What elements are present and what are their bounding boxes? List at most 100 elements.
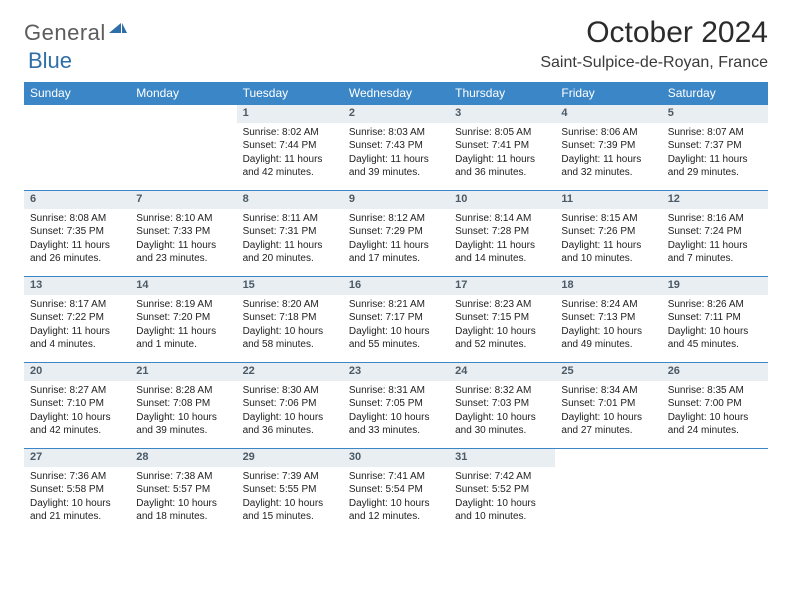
day-number-cell: 11 (555, 191, 661, 209)
day-content-cell: Sunrise: 7:39 AMSunset: 5:55 PMDaylight:… (237, 467, 343, 535)
sunset-line: Sunset: 7:20 PM (136, 311, 230, 325)
daylight-line: Daylight: 10 hours and 24 minutes. (668, 411, 762, 438)
sunset-line: Sunset: 7:18 PM (243, 311, 337, 325)
sunset-line: Sunset: 7:13 PM (561, 311, 655, 325)
day-content-cell: Sunrise: 8:08 AMSunset: 7:35 PMDaylight:… (24, 209, 130, 277)
day-content-row: Sunrise: 8:08 AMSunset: 7:35 PMDaylight:… (24, 209, 768, 277)
sunrise-line: Sunrise: 8:17 AM (30, 298, 124, 312)
brand-name-a: General (24, 20, 106, 46)
day-number-cell: 18 (555, 277, 661, 295)
day-number-cell: 30 (343, 449, 449, 467)
sunrise-line: Sunrise: 8:06 AM (561, 126, 655, 140)
day-content-cell: Sunrise: 8:27 AMSunset: 7:10 PMDaylight:… (24, 381, 130, 449)
sunrise-line: Sunrise: 7:42 AM (455, 470, 549, 484)
day-number-cell: 1 (237, 105, 343, 123)
daylight-line: Daylight: 10 hours and 30 minutes. (455, 411, 549, 438)
day-number-cell: 21 (130, 363, 236, 381)
sunset-line: Sunset: 5:58 PM (30, 483, 124, 497)
day-number-cell: 23 (343, 363, 449, 381)
day-number-cell (130, 105, 236, 123)
day-number-cell: 10 (449, 191, 555, 209)
sunset-line: Sunset: 7:44 PM (243, 139, 337, 153)
day-content-cell: Sunrise: 8:23 AMSunset: 7:15 PMDaylight:… (449, 295, 555, 363)
day-number-cell: 6 (24, 191, 130, 209)
day-number-cell: 28 (130, 449, 236, 467)
location-label: Saint-Sulpice-de-Royan, France (540, 54, 768, 72)
month-title: October 2024 (540, 16, 768, 50)
sunrise-line: Sunrise: 8:35 AM (668, 384, 762, 398)
daylight-line: Daylight: 10 hours and 52 minutes. (455, 325, 549, 352)
daylight-line: Daylight: 10 hours and 58 minutes. (243, 325, 337, 352)
sunset-line: Sunset: 7:17 PM (349, 311, 443, 325)
day-content-cell: Sunrise: 8:28 AMSunset: 7:08 PMDaylight:… (130, 381, 236, 449)
day-number-cell: 5 (662, 105, 768, 123)
daylight-line: Daylight: 11 hours and 29 minutes. (668, 153, 762, 180)
day-number-cell: 9 (343, 191, 449, 209)
day-number-cell: 14 (130, 277, 236, 295)
sunset-line: Sunset: 7:41 PM (455, 139, 549, 153)
daylight-line: Daylight: 11 hours and 4 minutes. (30, 325, 124, 352)
day-content-cell: Sunrise: 8:16 AMSunset: 7:24 PMDaylight:… (662, 209, 768, 277)
day-number-cell (662, 449, 768, 467)
daylight-line: Daylight: 11 hours and 10 minutes. (561, 239, 655, 266)
sunrise-line: Sunrise: 8:20 AM (243, 298, 337, 312)
day-content-cell: Sunrise: 8:30 AMSunset: 7:06 PMDaylight:… (237, 381, 343, 449)
day-content-row: Sunrise: 8:02 AMSunset: 7:44 PMDaylight:… (24, 123, 768, 191)
day-number-cell: 17 (449, 277, 555, 295)
day-content-cell: Sunrise: 7:36 AMSunset: 5:58 PMDaylight:… (24, 467, 130, 535)
sunset-line: Sunset: 7:01 PM (561, 397, 655, 411)
weekday-header: Saturday (662, 82, 768, 105)
sunrise-line: Sunrise: 8:02 AM (243, 126, 337, 140)
sunset-line: Sunset: 7:08 PM (136, 397, 230, 411)
sunset-line: Sunset: 5:54 PM (349, 483, 443, 497)
sunset-line: Sunset: 7:00 PM (668, 397, 762, 411)
sunset-line: Sunset: 7:28 PM (455, 225, 549, 239)
sunset-line: Sunset: 7:03 PM (455, 397, 549, 411)
daylight-line: Daylight: 10 hours and 42 minutes. (30, 411, 124, 438)
day-content-cell (24, 123, 130, 191)
day-number-cell: 8 (237, 191, 343, 209)
day-content-cell: Sunrise: 8:02 AMSunset: 7:44 PMDaylight:… (237, 123, 343, 191)
sunrise-line: Sunrise: 7:39 AM (243, 470, 337, 484)
brand-name-b: Blue (28, 48, 72, 74)
day-number-row: 12345 (24, 105, 768, 123)
daylight-line: Daylight: 11 hours and 32 minutes. (561, 153, 655, 180)
daylight-line: Daylight: 10 hours and 45 minutes. (668, 325, 762, 352)
daylight-line: Daylight: 10 hours and 55 minutes. (349, 325, 443, 352)
sunset-line: Sunset: 7:37 PM (668, 139, 762, 153)
daylight-line: Daylight: 11 hours and 7 minutes. (668, 239, 762, 266)
sunrise-line: Sunrise: 8:15 AM (561, 212, 655, 226)
day-content-cell: Sunrise: 8:32 AMSunset: 7:03 PMDaylight:… (449, 381, 555, 449)
daylight-line: Daylight: 10 hours and 39 minutes. (136, 411, 230, 438)
sunrise-line: Sunrise: 8:32 AM (455, 384, 549, 398)
sunrise-line: Sunrise: 8:28 AM (136, 384, 230, 398)
day-number-row: 20212223242526 (24, 363, 768, 381)
day-content-cell: Sunrise: 8:31 AMSunset: 7:05 PMDaylight:… (343, 381, 449, 449)
sunset-line: Sunset: 5:57 PM (136, 483, 230, 497)
sunrise-line: Sunrise: 7:38 AM (136, 470, 230, 484)
day-number-cell: 29 (237, 449, 343, 467)
day-content-cell: Sunrise: 8:14 AMSunset: 7:28 PMDaylight:… (449, 209, 555, 277)
brand-logo: General (24, 16, 130, 46)
sunset-line: Sunset: 7:10 PM (30, 397, 124, 411)
day-content-cell (662, 467, 768, 535)
sunset-line: Sunset: 7:35 PM (30, 225, 124, 239)
daylight-line: Daylight: 11 hours and 39 minutes. (349, 153, 443, 180)
day-number-row: 13141516171819 (24, 277, 768, 295)
daylight-line: Daylight: 11 hours and 20 minutes. (243, 239, 337, 266)
day-content-cell: Sunrise: 8:06 AMSunset: 7:39 PMDaylight:… (555, 123, 661, 191)
day-number-cell: 12 (662, 191, 768, 209)
day-content-cell: Sunrise: 8:05 AMSunset: 7:41 PMDaylight:… (449, 123, 555, 191)
daylight-line: Daylight: 11 hours and 42 minutes. (243, 153, 337, 180)
day-content-cell: Sunrise: 7:41 AMSunset: 5:54 PMDaylight:… (343, 467, 449, 535)
sunset-line: Sunset: 7:26 PM (561, 225, 655, 239)
daylight-line: Daylight: 10 hours and 15 minutes. (243, 497, 337, 524)
day-number-cell (555, 449, 661, 467)
sunrise-line: Sunrise: 8:23 AM (455, 298, 549, 312)
day-number-cell: 20 (24, 363, 130, 381)
day-content-row: Sunrise: 8:27 AMSunset: 7:10 PMDaylight:… (24, 381, 768, 449)
day-content-cell: Sunrise: 8:26 AMSunset: 7:11 PMDaylight:… (662, 295, 768, 363)
day-number-cell: 7 (130, 191, 236, 209)
sunset-line: Sunset: 7:31 PM (243, 225, 337, 239)
daylight-line: Daylight: 10 hours and 36 minutes. (243, 411, 337, 438)
